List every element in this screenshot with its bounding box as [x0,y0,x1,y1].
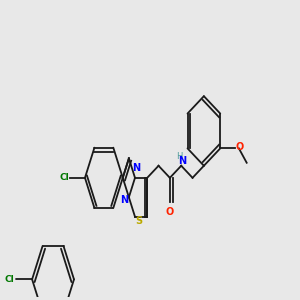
Text: O: O [166,206,174,217]
Text: N: N [121,195,129,205]
Text: H: H [176,152,182,160]
Text: Cl: Cl [59,173,69,182]
Text: N: N [178,157,187,166]
Text: S: S [135,216,142,226]
Text: O: O [236,142,244,152]
Text: Cl: Cl [4,275,14,284]
Text: N: N [132,163,140,173]
